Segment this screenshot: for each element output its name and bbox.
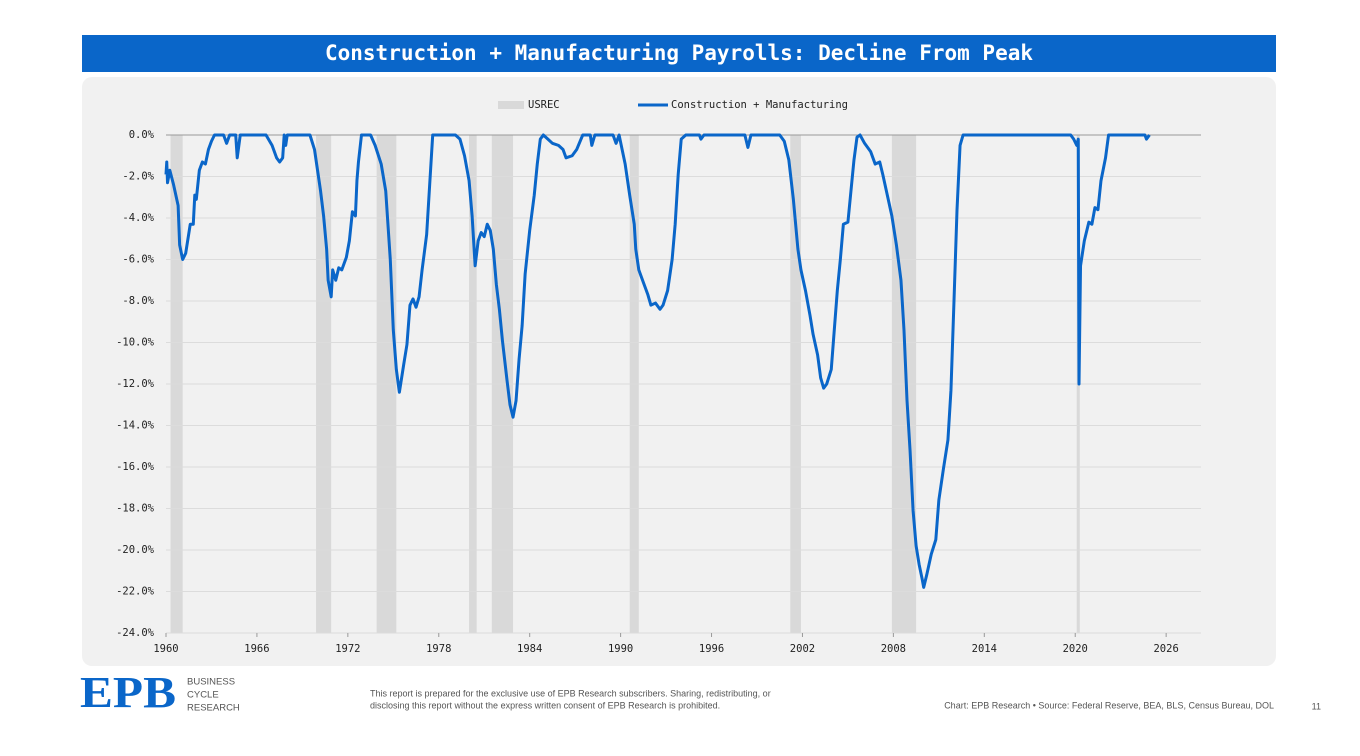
y-tick-label: -8.0% [122, 295, 154, 307]
logo: EPB [80, 668, 176, 717]
disclaimer: This report is prepared for the exclusiv… [370, 688, 771, 698]
x-tick-label: 2026 [1153, 643, 1178, 655]
y-tick-label: 0.0% [129, 129, 155, 141]
brand-line: CYCLE [187, 690, 219, 701]
y-tick-label: -2.0% [122, 171, 154, 183]
y-tick-label: -20.0% [116, 544, 155, 556]
x-tick-label: 1996 [699, 643, 724, 655]
y-tick-label: -14.0% [116, 420, 155, 432]
source: Chart: EPB Research • Source: Federal Re… [944, 700, 1274, 710]
y-tick-label: -22.0% [116, 586, 155, 598]
y-tick-label: -4.0% [122, 212, 154, 224]
page-number: 11 [1312, 701, 1321, 711]
x-tick-label: 1972 [335, 643, 360, 655]
disclaimer: disclosing this report without the expre… [370, 700, 720, 710]
brand-line: BUSINESS [187, 677, 235, 688]
legend-label: Construction + Manufacturing [671, 99, 848, 111]
y-tick-label: -12.0% [116, 378, 155, 390]
chart-title: Construction + Manufacturing Payrolls: D… [325, 41, 1033, 65]
plot: 0.0% -2.0% -4.0% -6.0% -8.0% -10.0% -12.0% -14.… [116, 99, 1201, 655]
y-tick-label: -6.0% [122, 254, 154, 266]
title-bar [82, 35, 1276, 72]
x-tick-label: 1978 [426, 643, 451, 655]
data-line [164, 133, 1151, 589]
x-tick-label: 2020 [1063, 643, 1088, 655]
y-tick-label: -10.0% [116, 337, 155, 349]
y-tick-label: -16.0% [116, 461, 155, 473]
x-tick-label: 1960 [153, 643, 178, 655]
brand-line: RESEARCH [187, 703, 240, 714]
x-tick-label: 1984 [517, 643, 542, 655]
y-tick-label: -24.0% [116, 627, 155, 639]
x-tick-label: 2008 [881, 643, 906, 655]
legend-swatch [498, 101, 524, 109]
legend-label: USREC [528, 99, 560, 111]
x-tick-label: 1990 [608, 643, 633, 655]
x-tick-label: 2014 [972, 643, 997, 655]
x-tick-label: 1966 [244, 643, 269, 655]
y-tick-label: -18.0% [116, 503, 155, 515]
x-tick-label: 2002 [790, 643, 815, 655]
